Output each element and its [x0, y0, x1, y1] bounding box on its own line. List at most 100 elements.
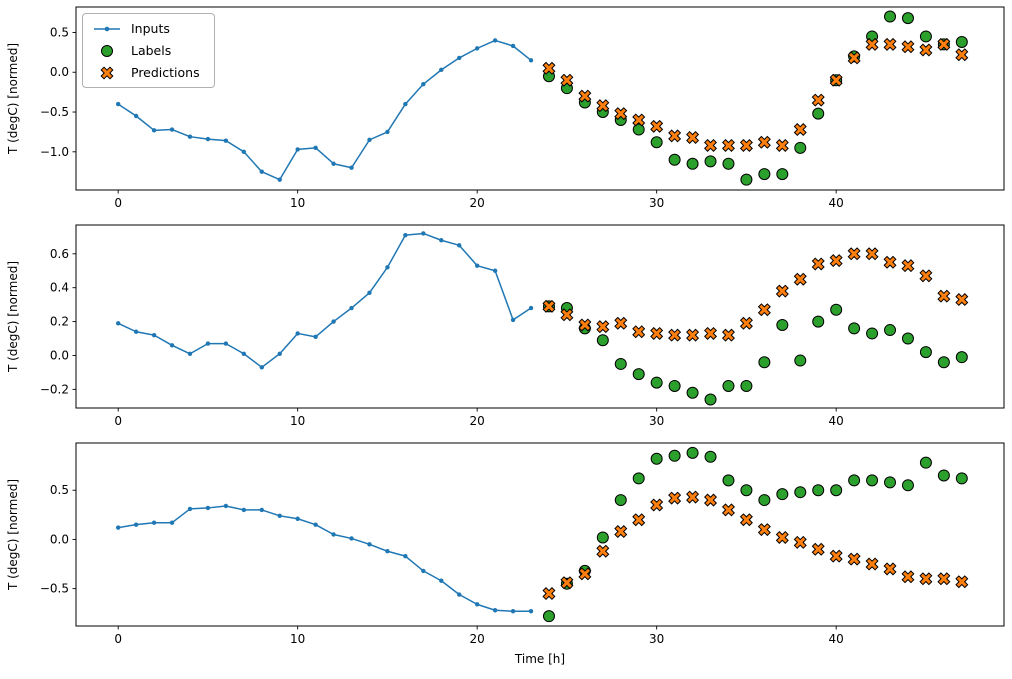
x-tick-label: 0 — [114, 632, 122, 646]
label-marker — [686, 386, 699, 399]
prediction-marker — [901, 570, 915, 584]
prediction-marker — [721, 138, 735, 152]
inputs-marker — [421, 231, 426, 236]
inputs-marker — [187, 506, 193, 512]
inputs-marker — [528, 58, 534, 63]
label-marker — [776, 318, 789, 331]
prediction-marker — [596, 99, 610, 113]
series-predictions — [542, 490, 969, 601]
inputs-marker — [510, 43, 516, 49]
label-marker — [884, 324, 897, 337]
inputs-line — [117, 232, 532, 369]
label-marker — [686, 446, 699, 459]
inputs-marker — [205, 341, 211, 346]
label-marker — [848, 322, 861, 335]
prediction-marker — [919, 269, 933, 283]
label-marker — [794, 486, 807, 499]
inputs-marker — [474, 602, 480, 607]
label-marker — [919, 456, 932, 469]
label-marker — [722, 379, 735, 392]
label-marker — [812, 315, 825, 328]
inputs-marker — [313, 334, 318, 340]
label-marker — [901, 12, 914, 25]
x-tick-label: 30 — [649, 632, 664, 646]
prediction-marker — [704, 493, 718, 507]
y-tick-label: 0.5 — [50, 25, 69, 39]
inputs-marker — [385, 129, 390, 135]
x-tick-label: 0 — [114, 196, 122, 210]
label-marker — [937, 469, 950, 482]
plot-background — [76, 443, 1004, 626]
series-predictions — [542, 247, 969, 342]
prediction-marker — [614, 525, 628, 539]
label-marker — [632, 368, 645, 381]
prediction-marker — [937, 572, 951, 586]
prediction-marker — [614, 316, 628, 330]
inputs-marker — [115, 321, 121, 326]
legend-item-inputs: Inputs — [92, 21, 200, 36]
prediction-marker — [578, 89, 592, 103]
prediction-marker — [937, 289, 951, 303]
inputs-dot-glyph — [104, 26, 110, 31]
prediction-marker — [704, 326, 718, 340]
prediction-marker — [650, 119, 664, 133]
inputs-marker — [223, 503, 229, 509]
axes-frame — [75, 442, 1005, 627]
label-marker — [632, 123, 645, 136]
label-marker — [830, 484, 843, 497]
prediction-marker — [937, 37, 951, 51]
label-marker — [704, 393, 717, 406]
series-labels — [542, 300, 968, 406]
label-marker — [596, 334, 609, 347]
label-marker — [596, 531, 609, 544]
inputs-marker — [133, 113, 139, 119]
inputs-marker — [439, 578, 444, 583]
y-tick-label: 0.0 — [50, 348, 69, 362]
legend-item-predictions: Predictions — [92, 65, 200, 80]
prediction-marker — [596, 544, 610, 558]
inputs-marker — [421, 81, 426, 87]
prediction-marker — [829, 549, 843, 563]
series-inputs — [115, 38, 534, 182]
prediction-marker — [757, 303, 771, 317]
x-tick-label: 30 — [649, 196, 664, 210]
y-tick-label: −0.5 — [40, 105, 69, 119]
prediction-marker — [883, 37, 897, 51]
inputs-marker — [331, 319, 336, 324]
prediction-marker — [542, 61, 556, 75]
prediction-marker — [811, 542, 825, 556]
inputs-marker — [259, 507, 264, 513]
label-marker — [955, 472, 968, 485]
prediction-marker — [811, 93, 825, 107]
inputs-marker — [349, 536, 354, 541]
inputs-marker — [492, 38, 498, 43]
inputs-marker — [133, 522, 139, 527]
prediction-marker — [721, 503, 735, 517]
prediction-marker — [847, 247, 861, 261]
prediction-marker — [901, 259, 915, 273]
y-tick-label: 0.6 — [50, 247, 69, 261]
prediction-marker — [542, 299, 556, 313]
prediction-marker — [901, 40, 915, 54]
inputs-marker — [277, 177, 282, 182]
inputs-marker — [492, 608, 498, 613]
prediction-marker — [668, 491, 682, 505]
label-marker — [866, 327, 879, 340]
label-marker — [919, 30, 932, 43]
axes-frame — [75, 224, 1005, 409]
prediction-marker — [578, 567, 592, 581]
prediction-marker — [847, 552, 861, 566]
label-marker — [722, 157, 735, 170]
inputs-marker — [151, 520, 157, 525]
x-tick-label: 10 — [290, 632, 305, 646]
label-marker — [740, 379, 753, 392]
label-marker — [668, 379, 681, 392]
prediction-marker — [955, 575, 969, 589]
prediction-marker — [883, 255, 897, 269]
inputs-marker — [331, 161, 336, 166]
prediction-marker — [865, 37, 879, 51]
inputs-marker — [151, 128, 157, 133]
prediction-marker — [883, 562, 897, 576]
label-marker — [758, 168, 771, 181]
